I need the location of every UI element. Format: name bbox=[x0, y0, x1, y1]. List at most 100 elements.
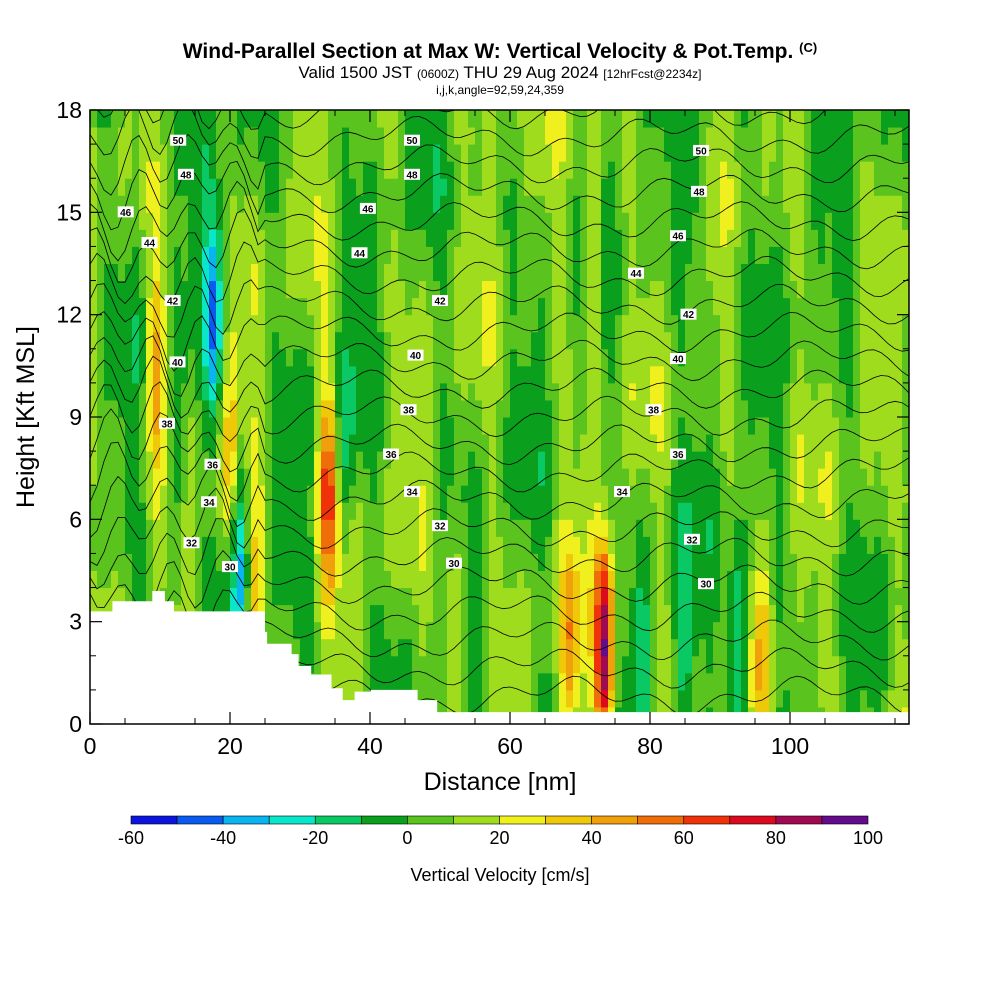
w-cell bbox=[258, 212, 266, 230]
theta-label-36: 36 bbox=[385, 450, 397, 461]
w-cell bbox=[251, 417, 259, 435]
w-cell bbox=[426, 553, 434, 571]
w-cell bbox=[202, 587, 210, 606]
w-cell bbox=[671, 587, 679, 606]
w-cell bbox=[293, 621, 301, 640]
w-cell bbox=[335, 672, 343, 691]
w-cell bbox=[587, 604, 595, 623]
w-cell bbox=[902, 144, 909, 162]
w-cell bbox=[272, 348, 280, 367]
w-cell bbox=[811, 314, 819, 333]
w-cell bbox=[629, 604, 637, 623]
w-cell bbox=[601, 161, 609, 179]
w-cell bbox=[104, 314, 112, 333]
w-cell bbox=[587, 536, 595, 554]
w-cell bbox=[461, 621, 469, 640]
w-cell bbox=[489, 502, 497, 520]
w-cell bbox=[671, 280, 679, 299]
w-cell bbox=[335, 263, 343, 282]
w-cell bbox=[713, 263, 721, 282]
w-cell bbox=[755, 519, 763, 537]
w-cell bbox=[643, 672, 651, 691]
w-cell bbox=[692, 263, 700, 282]
w-cell bbox=[566, 144, 574, 162]
w-cell bbox=[202, 144, 210, 162]
w-cell bbox=[902, 399, 909, 418]
w-cell bbox=[454, 604, 462, 623]
w-cell bbox=[867, 604, 875, 623]
w-cell bbox=[734, 570, 742, 589]
w-cell bbox=[804, 127, 812, 145]
w-cell bbox=[265, 331, 273, 350]
w-cell bbox=[587, 553, 595, 571]
w-cell bbox=[622, 468, 630, 486]
w-cell bbox=[286, 212, 294, 230]
w-cell bbox=[573, 672, 581, 691]
colorbar-swatch bbox=[637, 815, 685, 825]
w-cell bbox=[468, 161, 476, 179]
w-cell bbox=[335, 314, 343, 333]
w-cell bbox=[832, 161, 840, 179]
w-cell bbox=[97, 553, 105, 571]
w-cell bbox=[349, 570, 357, 589]
w-cell bbox=[650, 502, 658, 520]
w-cell bbox=[90, 502, 98, 520]
w-cell bbox=[783, 417, 791, 435]
w-cell bbox=[328, 365, 336, 384]
w-cell bbox=[706, 195, 714, 213]
w-cell bbox=[447, 178, 455, 196]
w-cell bbox=[643, 280, 651, 299]
w-cell bbox=[804, 161, 812, 179]
w-cell bbox=[741, 161, 749, 179]
w-cell bbox=[545, 468, 553, 486]
w-cell bbox=[734, 399, 742, 418]
w-cell bbox=[433, 451, 441, 469]
theta-label-32: 32 bbox=[686, 535, 698, 546]
w-cell bbox=[461, 519, 469, 537]
w-cell bbox=[853, 110, 861, 128]
w-cell bbox=[125, 212, 133, 230]
colorbar-tick-label: 60 bbox=[674, 828, 694, 848]
w-cell bbox=[881, 485, 889, 503]
w-cell bbox=[419, 314, 427, 333]
w-cell bbox=[853, 314, 861, 333]
w-cell bbox=[881, 553, 889, 571]
w-cell bbox=[510, 502, 518, 520]
theta-label-bg bbox=[432, 295, 448, 307]
w-cell bbox=[314, 110, 322, 128]
w-cell bbox=[881, 127, 889, 145]
w-cell bbox=[440, 689, 448, 708]
w-cell bbox=[356, 519, 364, 537]
w-cell bbox=[748, 178, 756, 196]
w-cell bbox=[615, 587, 623, 606]
w-cell bbox=[90, 570, 98, 589]
w-cell bbox=[853, 417, 861, 435]
w-cell bbox=[314, 365, 322, 384]
w-cell bbox=[867, 127, 875, 145]
w-cell bbox=[482, 485, 490, 503]
w-cell bbox=[405, 519, 413, 537]
w-cell bbox=[839, 144, 847, 162]
w-cell bbox=[293, 314, 301, 333]
w-cell bbox=[622, 297, 630, 316]
w-cell bbox=[811, 127, 819, 145]
w-cell bbox=[671, 195, 679, 213]
w-cell bbox=[230, 195, 238, 213]
w-cell bbox=[874, 263, 882, 282]
w-cell bbox=[216, 348, 224, 367]
w-cell bbox=[769, 519, 777, 537]
w-cell bbox=[188, 331, 196, 350]
w-cell bbox=[713, 434, 721, 452]
w-cell bbox=[146, 195, 154, 213]
w-cell bbox=[90, 229, 98, 247]
w-cell bbox=[132, 468, 140, 486]
w-cell bbox=[846, 212, 854, 230]
w-cell bbox=[482, 502, 490, 520]
w-cell bbox=[307, 263, 315, 282]
w-cell bbox=[293, 434, 301, 452]
w-cell bbox=[461, 365, 469, 384]
w-cell bbox=[853, 127, 861, 145]
w-cell bbox=[202, 382, 210, 401]
w-cell bbox=[517, 127, 525, 145]
w-cell bbox=[258, 536, 266, 554]
